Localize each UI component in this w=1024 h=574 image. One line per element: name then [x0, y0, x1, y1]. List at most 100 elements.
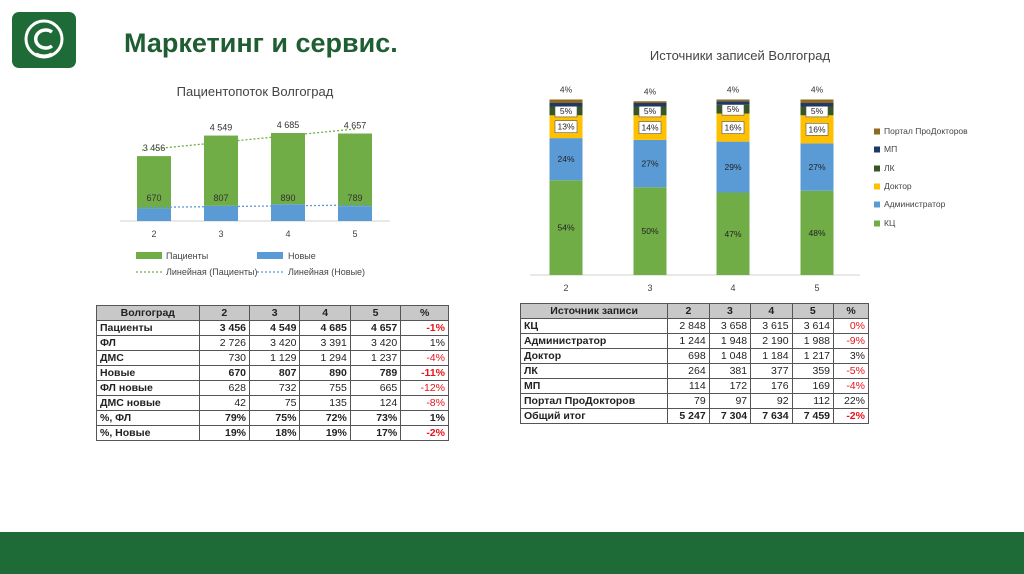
table-cell: 1 129	[249, 350, 301, 366]
value-label-patients: 4 549	[210, 123, 233, 133]
table-cell: 73%	[349, 410, 402, 426]
table-cell: 890	[299, 365, 351, 381]
table-cell: 97	[708, 393, 752, 409]
legend-label: Портал ПроДокторов	[884, 126, 968, 136]
table-cell: 4 549	[249, 320, 301, 336]
table-cell: 3 420	[349, 335, 402, 351]
value-label-patients: 4 657	[344, 121, 367, 131]
table-cell: 169	[791, 378, 835, 394]
table-cell: 4 685	[299, 320, 351, 336]
value-label-new: 789	[347, 193, 362, 203]
change-percent-cell: -1%	[400, 320, 449, 336]
bar-patients	[338, 133, 372, 207]
bar-patients	[271, 133, 305, 205]
data-label: 16%	[808, 124, 825, 134]
table-header-cell: Источник записи	[519, 303, 669, 319]
table-header-cell: 3	[249, 305, 301, 321]
legend-swatch	[874, 201, 880, 208]
bar-new	[137, 208, 171, 221]
table-row: МП 114 172 176 169 -4%	[519, 378, 869, 394]
table-cell: 19%	[198, 425, 251, 441]
data-label-box	[638, 121, 662, 134]
table-header-cell: 4	[750, 303, 793, 319]
logo-mark-icon	[24, 19, 64, 59]
table-cell: 7 459	[791, 408, 835, 424]
table-cell: 18%	[249, 425, 301, 441]
table-cell: 124	[349, 395, 402, 411]
bar-new	[338, 206, 372, 221]
segment-mp	[633, 103, 667, 107]
data-label: 14%	[641, 123, 658, 133]
legend-swatch	[874, 183, 880, 190]
change-percent-cell: -2%	[833, 408, 869, 424]
table-cell: 377	[750, 363, 793, 379]
chart-title-patient-flow: Пациентопоток Волгоград	[176, 84, 334, 99]
table-cell: 19%	[299, 425, 351, 441]
brand-logo	[12, 12, 76, 68]
x-tick-label: 3	[218, 229, 223, 239]
data-label: 13%	[557, 122, 574, 132]
table-row: %, ФЛ 79% 75% 72% 73% 1%	[96, 410, 449, 426]
top-label: 4%	[560, 85, 573, 95]
x-tick-label: 2	[563, 283, 568, 293]
x-tick-label: 4	[285, 229, 290, 239]
data-label: 24%	[557, 154, 574, 164]
table-header-cell: Волгоград	[96, 305, 200, 321]
change-percent-cell: -9%	[833, 333, 869, 349]
legend-label: Доктор	[884, 181, 912, 191]
data-label: 5%	[811, 106, 824, 116]
legend-label: МП	[884, 144, 897, 154]
table-cell: 75%	[249, 410, 301, 426]
top-label: 4%	[727, 85, 740, 95]
table-cell: 7 304	[708, 408, 752, 424]
table-row: Общий итог 5 247 7 304 7 634 7 459 -2%	[519, 408, 869, 424]
table-cell: 1 294	[299, 350, 351, 366]
change-percent-cell: 3%	[833, 348, 869, 364]
table-cell: 730	[198, 350, 251, 366]
data-label-box	[805, 123, 829, 136]
table-cell: 75	[249, 395, 301, 411]
table-cell: 3 456	[198, 320, 251, 336]
change-percent-cell: 0%	[833, 318, 869, 334]
data-label-box	[721, 121, 745, 134]
table-cell: 1 948	[708, 333, 752, 349]
table-cell: 114	[667, 378, 710, 394]
table-cell: 2 190	[750, 333, 793, 349]
row-label: Пациенты	[96, 320, 200, 336]
table-cell: 7 634	[750, 408, 793, 424]
legend-label-new: Новые	[288, 251, 316, 261]
table-cell: 3 391	[299, 335, 351, 351]
table-cell: 3 614	[791, 318, 835, 334]
segment-portal	[716, 99, 750, 102]
segment-portal	[633, 101, 667, 104]
record-sources-table: Источник записи 2 3 4 5% КЦ 2 848 3 658 3 615 3 6…	[519, 303, 869, 424]
legend-label-trend-patients: Линейная (Пациенты)	[166, 267, 258, 277]
page-title: Маркетинг и сервис.	[124, 28, 398, 58]
table-cell: 79%	[198, 410, 251, 426]
value-label-patients: 3 456	[143, 143, 166, 153]
segment-mp	[716, 101, 750, 105]
x-tick-label: 4	[730, 283, 735, 293]
change-percent-cell: -12%	[400, 380, 449, 396]
bar-new	[271, 204, 305, 221]
legend-swatch	[874, 165, 880, 172]
table-cell: 172	[708, 378, 752, 394]
segment-kc	[800, 190, 834, 275]
table-cell: 5 247	[667, 408, 710, 424]
table-cell: 3 420	[249, 335, 301, 351]
table-cell: 1 184	[750, 348, 793, 364]
table-cell: 1 244	[667, 333, 710, 349]
change-percent-cell: 1%	[400, 335, 449, 351]
data-label: 5%	[644, 106, 657, 116]
data-label: 29%	[724, 162, 741, 172]
row-label: %, Новые	[96, 425, 200, 441]
table-row: КЦ 2 848 3 658 3 615 3 614 0%	[519, 318, 869, 334]
row-label: %, ФЛ	[96, 410, 200, 426]
row-label: Доктор	[519, 348, 669, 364]
row-label: Новые	[96, 365, 200, 381]
data-label: 50%	[641, 226, 658, 236]
legend-label: Администратор	[884, 199, 946, 209]
table-cell: 135	[299, 395, 351, 411]
legend-swatch	[874, 220, 880, 227]
